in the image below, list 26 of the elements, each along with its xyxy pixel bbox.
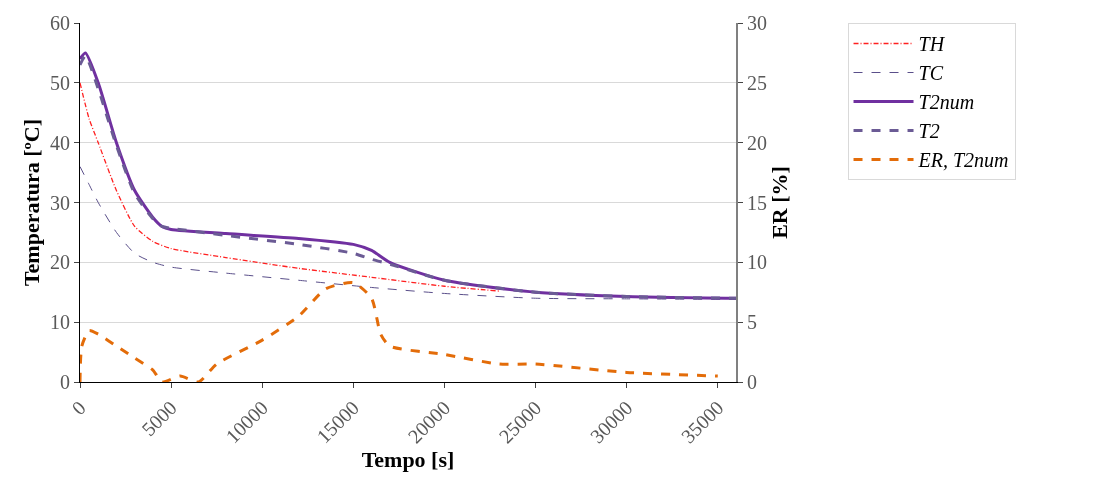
line-series [80, 281, 720, 382]
y2-tick-label: 25 [747, 71, 767, 94]
y2-tick-label: 20 [747, 131, 767, 154]
y-tick-label: 60 [50, 12, 70, 34]
legend-label: TH [918, 33, 946, 56]
y-tick-label: 10 [50, 311, 70, 334]
legend-label: T2num [918, 91, 975, 114]
y2-tick-label: 15 [747, 191, 767, 214]
x-tick-label: 0 [67, 396, 90, 419]
legend-label: T2 [918, 120, 940, 143]
y-axis-title: Temperatura [ºC] [18, 118, 44, 287]
x-tick-label: 5000 [137, 396, 182, 441]
y-tick-label: 30 [50, 191, 70, 214]
x-axis-title: Tempo [s] [361, 447, 455, 473]
y-tick-label: 20 [50, 251, 70, 274]
line-series [80, 82, 500, 292]
y-tick-label: 40 [50, 131, 70, 154]
y2-tick-label: 10 [747, 251, 767, 274]
y2-tick-label: 30 [747, 12, 767, 34]
y-tick-label: 50 [50, 71, 70, 94]
y2-tick-label: 5 [747, 311, 757, 334]
y2-tick-label: 0 [747, 371, 757, 393]
legend-label: ER, T2num [917, 149, 1009, 172]
y-tick-label: 0 [60, 371, 70, 393]
legend-label: TC [918, 62, 944, 85]
y2-axis-title: ER [%] [767, 166, 792, 239]
